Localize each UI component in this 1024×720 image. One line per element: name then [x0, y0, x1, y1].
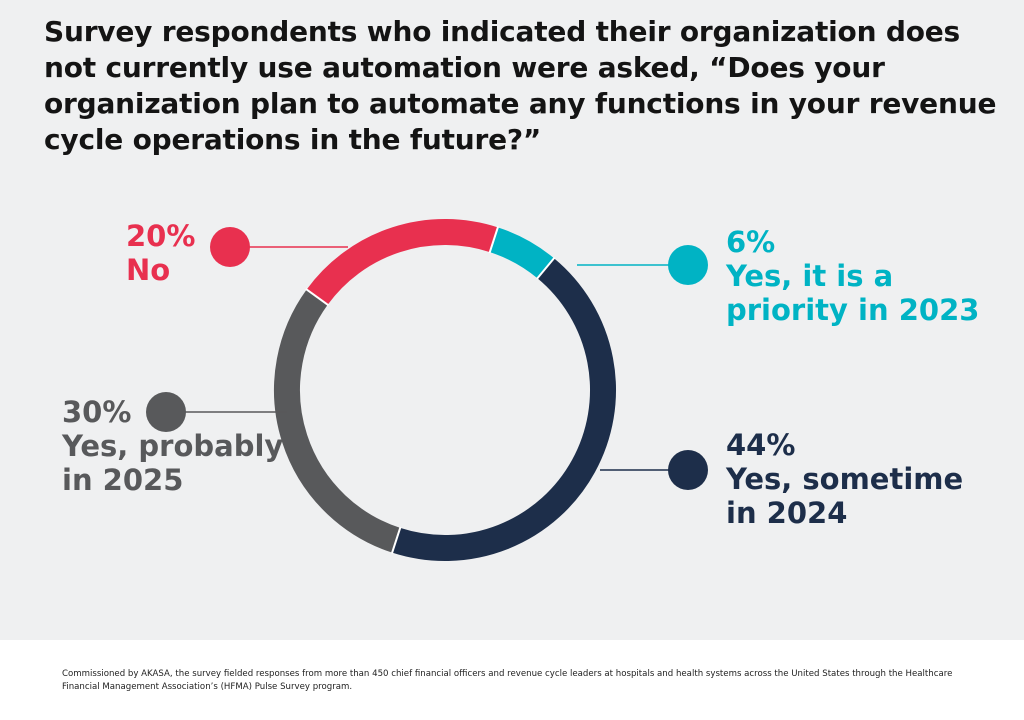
- slice-separator: [536, 256, 556, 280]
- data-label-yes-it-is-a-priority-in-2023: 6% Yes, it is a priority in 2023: [726, 225, 979, 327]
- slice-separator: [390, 526, 402, 554]
- data-label-category: in 2025: [62, 463, 184, 497]
- data-label-category: in 2024: [726, 496, 848, 530]
- data-label-percent: 44%: [726, 428, 796, 462]
- data-label-category: Yes, it is a: [726, 259, 894, 293]
- data-label-yes-probably-in-2025: 30% Yes, probably in 2025: [62, 395, 283, 497]
- slice-separator: [488, 226, 500, 254]
- legend-dot-yes-probably-in-2025: [146, 392, 186, 432]
- donut-chart: [146, 219, 708, 561]
- data-label-category: No: [126, 253, 171, 287]
- legend-dot-no: [210, 227, 250, 267]
- data-label-category: Yes, sometime: [726, 462, 964, 496]
- data-label-percent: 6%: [726, 225, 776, 259]
- chart-title: Survey respondents who indicated their o…: [44, 15, 997, 156]
- data-label-percent: 20%: [126, 219, 196, 253]
- legend-dot-yes-sometime-in-2024: [668, 450, 708, 490]
- legend-dot-yes-it-is-a-priority-in-2023: [668, 245, 708, 285]
- data-label-yes-sometime-in-2024: 44% Yes, sometime in 2024: [726, 428, 963, 530]
- footnote: Commissioned by AKASA, the survey fielde…: [62, 669, 953, 692]
- data-label-no: 20% No: [126, 219, 195, 287]
- data-label-category: priority in 2023: [726, 293, 980, 327]
- donut-slice-no: [306, 219, 498, 305]
- data-label-percent: 30%: [62, 395, 132, 429]
- donut-slice-yes-sometime-in-2024: [392, 258, 616, 561]
- slice-separator: [305, 288, 330, 307]
- data-label-category: Yes, probably: [62, 429, 284, 463]
- donut-slice-yes-probably-in-2025: [274, 289, 401, 553]
- donut-slice-yes-it-is-a-priority-in-2023: [489, 227, 554, 279]
